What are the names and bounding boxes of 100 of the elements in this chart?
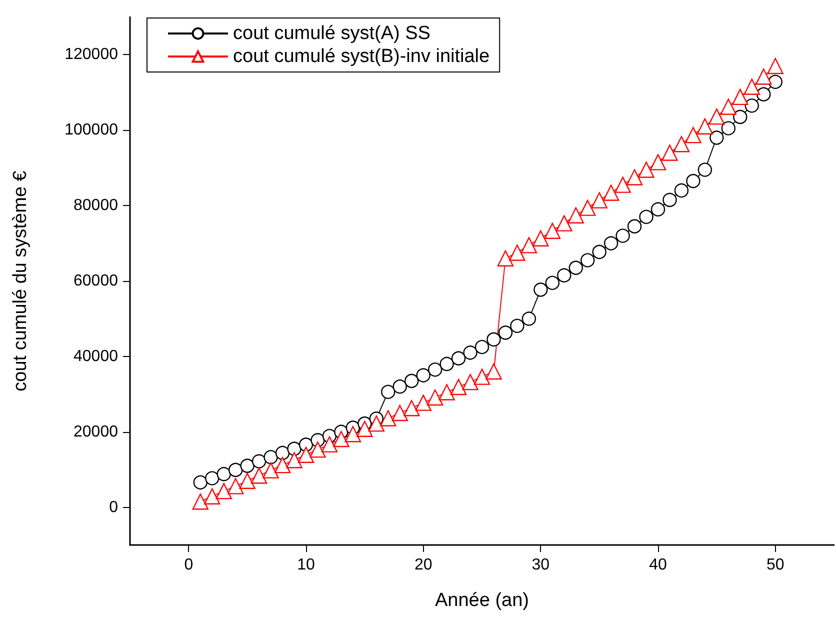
point (240, 458, 254, 473)
point (580, 200, 596, 216)
point (310, 441, 326, 458)
y-tick-label: 60000 (74, 272, 118, 290)
point (250, 468, 268, 484)
point (426, 389, 444, 406)
point (416, 368, 430, 382)
legend-label: cout cumulé syst(B)-inv initiale (233, 46, 490, 67)
point (686, 174, 700, 188)
point (344, 426, 362, 442)
point (557, 268, 572, 282)
y-tick-label: 100000 (64, 122, 118, 139)
point (673, 136, 690, 152)
x-axis-title: Année (an) (434, 590, 530, 611)
point (380, 410, 396, 426)
point (767, 58, 784, 74)
point (708, 108, 725, 125)
point (486, 363, 502, 380)
point (732, 88, 748, 106)
point (193, 475, 208, 490)
point (509, 244, 526, 261)
point (614, 176, 631, 193)
point (404, 374, 419, 388)
point (733, 110, 748, 124)
point (262, 462, 279, 478)
y-tick-label: 20000 (74, 423, 118, 440)
point (520, 237, 538, 254)
point (638, 162, 654, 178)
point (192, 494, 208, 510)
x-tick-label: 30 (532, 556, 550, 574)
point (662, 192, 677, 208)
point (534, 282, 548, 297)
point (228, 462, 243, 478)
point (333, 430, 350, 448)
point (440, 356, 454, 372)
x-tick-label: 20 (414, 556, 432, 574)
point (463, 346, 478, 360)
point (756, 87, 771, 102)
point (532, 230, 549, 246)
y-tick-label: 80000 (74, 197, 118, 214)
y-tick-label: 0 (109, 498, 118, 516)
point (205, 471, 220, 486)
point (474, 340, 490, 354)
point (356, 420, 373, 437)
x-tick-label: 0 (184, 556, 194, 574)
point (404, 400, 420, 416)
point (604, 236, 618, 250)
point (392, 404, 408, 422)
point (438, 384, 455, 400)
point (568, 260, 583, 275)
point (522, 312, 536, 326)
point (264, 450, 278, 464)
point (287, 442, 302, 456)
x-tick-label: 40 (649, 556, 667, 574)
point (580, 253, 595, 268)
point (616, 228, 630, 243)
point (662, 144, 678, 161)
point (368, 415, 384, 432)
point (685, 126, 702, 144)
point (228, 478, 244, 494)
point (556, 215, 572, 232)
point (239, 472, 256, 489)
point (696, 118, 714, 134)
point (544, 222, 560, 239)
point (639, 210, 654, 224)
point (286, 452, 302, 468)
point (510, 318, 524, 333)
point (627, 219, 642, 234)
x-tick-label: 10 (297, 556, 315, 574)
point (428, 362, 442, 377)
x-tick-label: 50 (766, 556, 784, 574)
point (744, 98, 759, 113)
point (392, 380, 407, 394)
point (474, 368, 490, 385)
point (216, 482, 232, 500)
point (451, 351, 466, 366)
point (698, 162, 712, 177)
point (545, 276, 560, 290)
point (744, 78, 760, 95)
point (721, 121, 736, 136)
point (275, 446, 290, 460)
point (450, 378, 467, 396)
point (252, 454, 266, 468)
point (592, 244, 606, 260)
point (756, 68, 772, 85)
point (650, 154, 666, 170)
point (710, 130, 724, 145)
point (768, 74, 782, 89)
point (720, 98, 736, 115)
point (497, 250, 514, 266)
point (591, 192, 608, 208)
point (321, 436, 338, 452)
point (274, 456, 291, 474)
point (626, 169, 643, 186)
point (462, 374, 478, 390)
point (498, 326, 513, 340)
point (674, 183, 689, 198)
point (415, 394, 432, 411)
point (298, 446, 314, 463)
point (486, 332, 501, 347)
